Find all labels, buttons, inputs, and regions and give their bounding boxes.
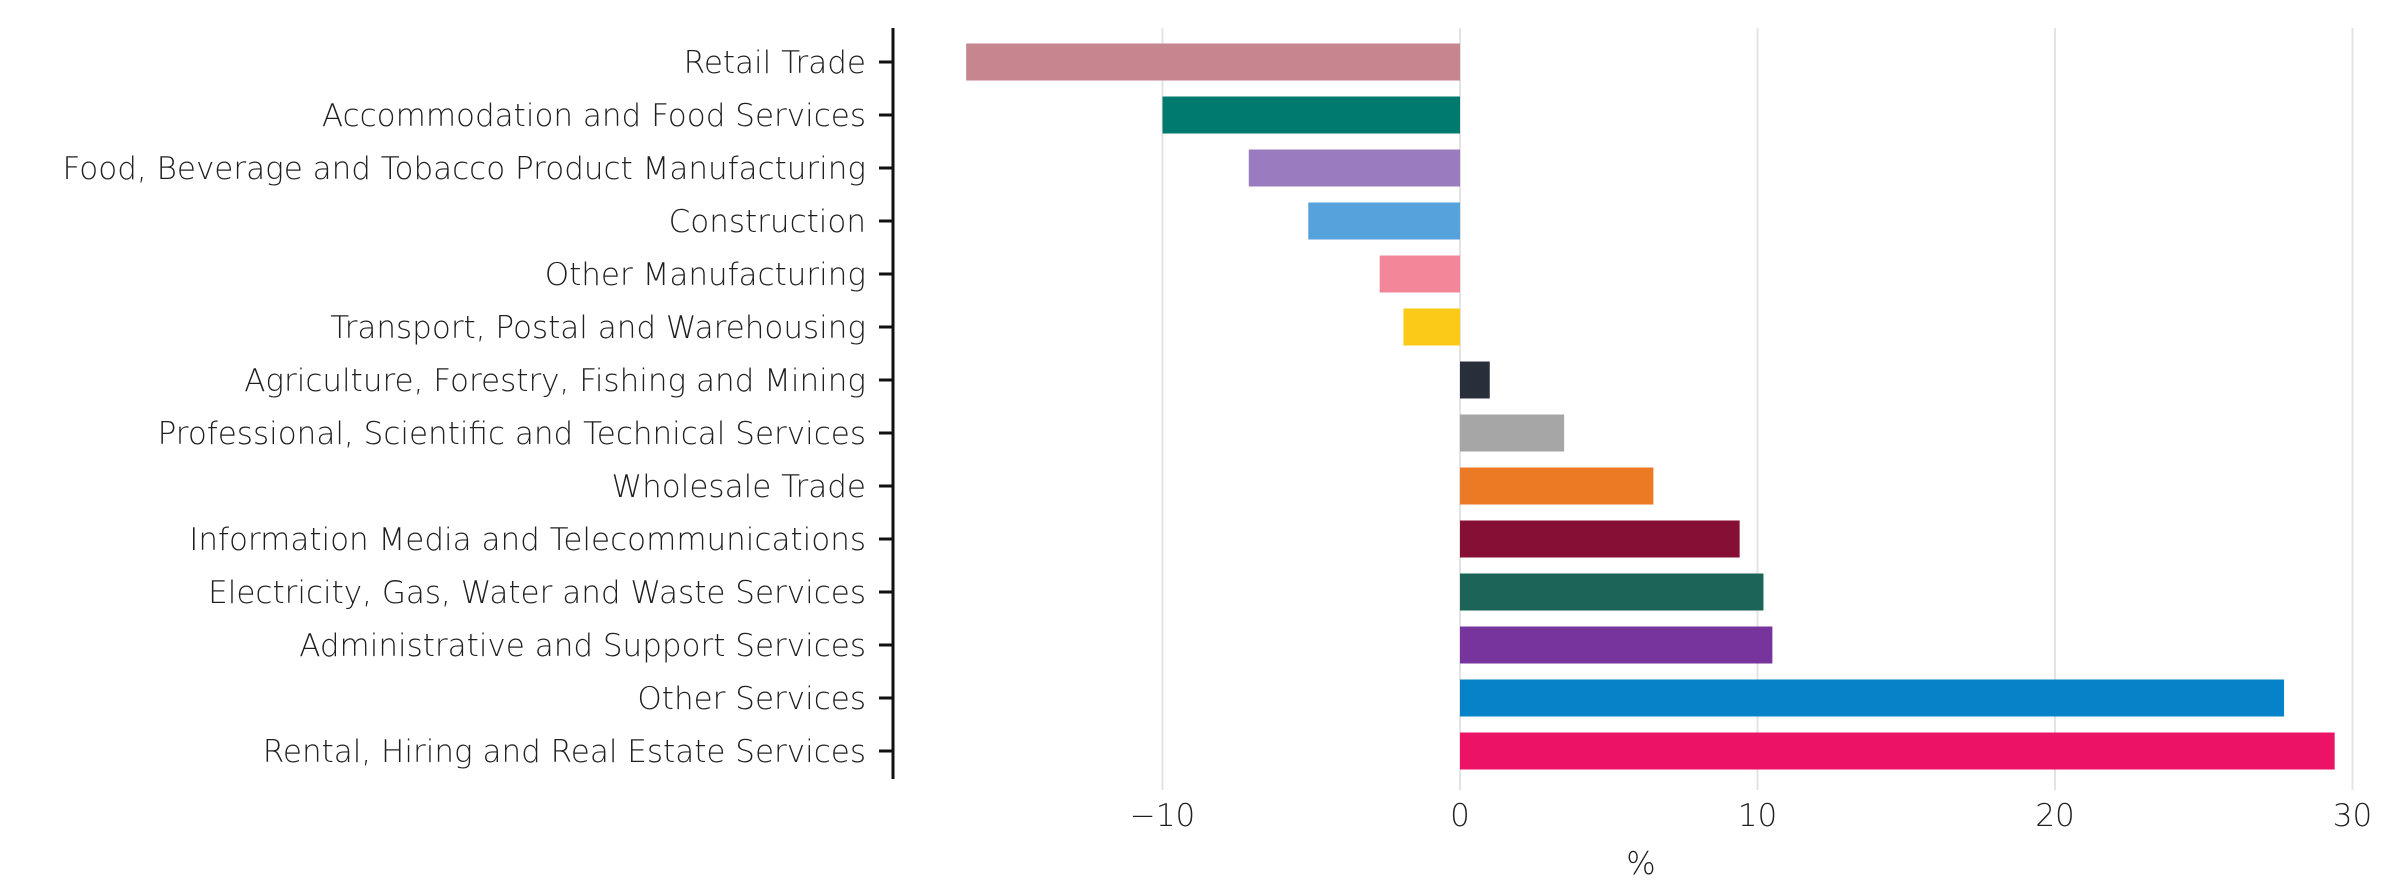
bar bbox=[966, 43, 1460, 81]
category-label: Rental, Hiring and Real Estate Services bbox=[263, 734, 866, 770]
category-label: Agriculture, Forestry, Fishing and Minin… bbox=[244, 363, 866, 399]
bar bbox=[1460, 361, 1490, 399]
category-label: Electricity, Gas, Water and Waste Servic… bbox=[208, 575, 866, 611]
category-labels: Retail Trade Accommodation and Food Servi… bbox=[63, 45, 893, 770]
bar bbox=[1460, 626, 1773, 664]
bar bbox=[1460, 732, 2335, 770]
bar bbox=[1403, 308, 1460, 346]
category-label: Food, Beverage and Tobacco Product Manuf… bbox=[63, 151, 866, 187]
category-label: Retail Trade bbox=[684, 45, 866, 81]
bar bbox=[1460, 520, 1740, 558]
bar bbox=[1460, 679, 2285, 717]
bars bbox=[966, 43, 2335, 770]
x-tick-label: −10 bbox=[1130, 798, 1195, 834]
category-label: Wholesale Trade bbox=[611, 469, 866, 505]
x-tick-label: 0 bbox=[1450, 798, 1470, 834]
x-axis-title: % bbox=[1626, 846, 1655, 882]
x-axis-ticks: −10 0 10 20 30 bbox=[1130, 798, 2372, 834]
bar bbox=[1460, 573, 1764, 611]
category-label: Other Services bbox=[637, 681, 866, 717]
bar bbox=[1460, 414, 1565, 452]
x-tick-label: 20 bbox=[2035, 798, 2074, 834]
category-label: Information Media and Telecommunications bbox=[189, 522, 866, 558]
category-label: Transport, Postal and Warehousing bbox=[330, 310, 866, 346]
bar bbox=[1248, 149, 1460, 187]
category-label: Construction bbox=[669, 204, 866, 240]
bar bbox=[1162, 96, 1460, 134]
category-label: Other Manufacturing bbox=[545, 257, 866, 293]
bar bbox=[1379, 255, 1460, 293]
bar bbox=[1308, 202, 1460, 240]
category-label: Accommodation and Food Services bbox=[322, 98, 866, 134]
category-label: Professional, Scientific and Technical S… bbox=[158, 416, 866, 452]
x-tick-label: 10 bbox=[1738, 798, 1777, 834]
bar bbox=[1460, 467, 1654, 505]
category-label: Administrative and Support Services bbox=[299, 628, 866, 664]
gridlines bbox=[1161, 28, 2354, 790]
x-tick-label: 30 bbox=[2333, 798, 2372, 834]
